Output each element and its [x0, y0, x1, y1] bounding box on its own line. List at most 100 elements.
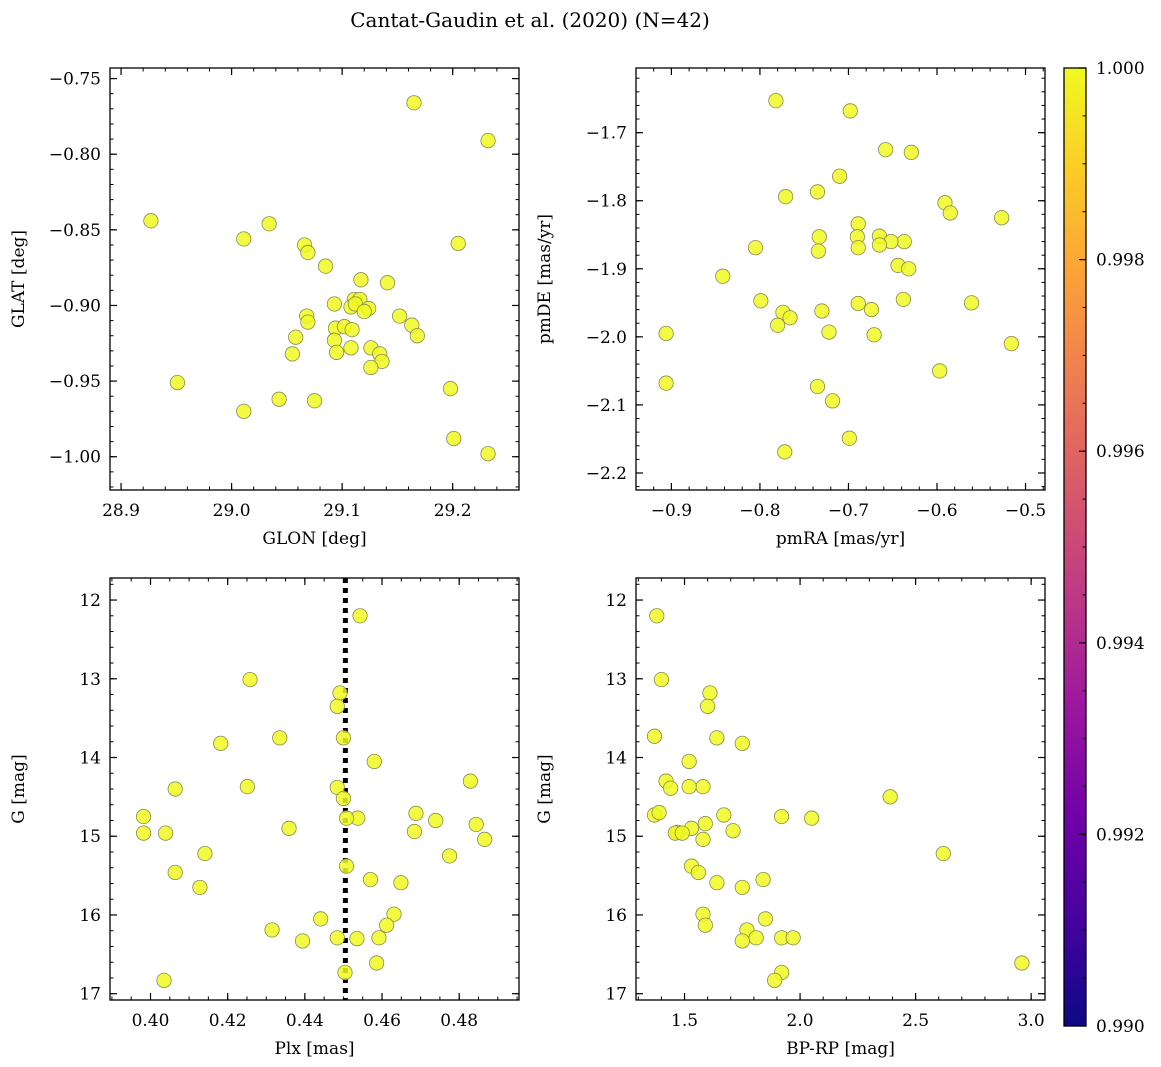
data-point: [932, 363, 948, 379]
ticks: [635, 68, 1045, 490]
y-tick-label: 12: [605, 591, 627, 611]
x-tick-label: 28.9: [102, 501, 140, 521]
x-tick-label: 29.0: [213, 501, 251, 521]
data-point: [294, 933, 311, 949]
y-tick-label: 16: [605, 906, 627, 926]
data-point: [135, 808, 152, 825]
data-point: [271, 391, 287, 407]
figure-title: Cantat-Gaudin et al. (2020) (N=42): [350, 8, 710, 32]
data-point: [446, 430, 462, 447]
data-point: [777, 444, 793, 460]
data-point: [379, 275, 396, 291]
colorbar-gradient: [1064, 68, 1086, 1026]
plot-grid: 28.9 29.0 29.1 29.2 −1.00 −0.95 −0.90 −0.85 −0.8…: [9, 67, 1046, 1059]
data-point: [651, 805, 667, 821]
y-tick-label: 17: [79, 985, 101, 1005]
data-point: [329, 698, 345, 714]
x-tick-label: 29.2: [434, 501, 472, 521]
colorbar-tick-label: 0.998: [1096, 251, 1145, 271]
data-point: [313, 911, 329, 927]
data-point: [213, 735, 229, 751]
data-point: [338, 858, 355, 874]
data-point: [272, 730, 288, 746]
data-point: [343, 340, 359, 356]
data-point: [371, 930, 387, 946]
data-point: [734, 933, 750, 949]
data-point: [810, 243, 826, 259]
data-point: [903, 144, 919, 160]
data-point: [697, 917, 713, 933]
data-point: [393, 875, 409, 891]
x-tick-label: −0.9: [651, 501, 692, 521]
x-tick-label: 2.0: [787, 1011, 814, 1031]
data-point: [239, 779, 255, 795]
data-point: [480, 446, 496, 462]
data-point: [767, 972, 783, 988]
x-axis-label: GLON [deg]: [262, 529, 366, 549]
plot-area: [143, 95, 496, 462]
data-point: [716, 807, 732, 823]
data-point: [850, 240, 866, 256]
data-point: [468, 816, 484, 833]
y-tick-label: 12: [79, 591, 101, 611]
y-tick-label: −2.0: [586, 328, 627, 348]
x-tick-label: 0.46: [363, 1011, 401, 1031]
data-point: [344, 322, 360, 338]
data-point: [1014, 955, 1030, 971]
data-point: [450, 235, 466, 252]
data-point: [709, 730, 725, 746]
data-point: [441, 848, 458, 864]
y-axis-label: G [mag]: [535, 754, 555, 823]
data-point: [895, 291, 911, 308]
y-tick-label: 14: [79, 749, 101, 769]
data-point: [842, 103, 858, 119]
data-point: [850, 295, 866, 312]
data-point: [963, 295, 980, 311]
x-tick-label: 1.5: [671, 1011, 698, 1031]
data-point: [356, 303, 372, 320]
data-point: [197, 845, 213, 862]
data-point: [757, 911, 774, 927]
data-point: [477, 831, 493, 847]
data-point: [362, 871, 379, 888]
x-axis-label: Plx [mas]: [274, 1039, 354, 1059]
data-point: [863, 302, 880, 318]
data-point: [406, 823, 423, 840]
y-tick-label: 15: [605, 827, 627, 847]
y-tick-label: 15: [79, 827, 101, 847]
data-point: [317, 258, 334, 274]
data-point: [335, 790, 352, 807]
data-point: [850, 216, 866, 232]
data-point: [326, 296, 342, 312]
x-axis-label: BP-RP [mag]: [786, 1039, 895, 1059]
data-point: [349, 930, 365, 947]
data-point: [261, 216, 277, 232]
data-point: [408, 805, 424, 822]
data-point: [753, 293, 769, 309]
y-tick-label: 13: [79, 670, 101, 690]
y-tick-label: −0.90: [49, 296, 101, 316]
y-axis-label: pmDE [mas/yr]: [535, 214, 555, 344]
data-point: [702, 685, 718, 701]
data-point: [695, 831, 711, 847]
data-point: [785, 930, 801, 946]
data-point: [681, 753, 697, 770]
x-tick-label: 0.44: [286, 1011, 324, 1031]
data-point: [236, 403, 252, 419]
data-point: [653, 671, 670, 688]
data-point: [768, 93, 784, 109]
data-point: [135, 825, 152, 841]
data-point: [697, 816, 713, 832]
data-point: [809, 378, 826, 395]
ticks: [110, 578, 519, 1000]
data-point: [778, 189, 794, 205]
data-point: [811, 229, 827, 245]
x-tick-label: 3.0: [1018, 1011, 1045, 1031]
data-point: [143, 213, 159, 229]
x-tick-label: 0.48: [440, 1011, 478, 1031]
data-point: [755, 871, 771, 888]
y-tick-label: −0.95: [49, 372, 101, 392]
data-point: [386, 906, 402, 922]
axes-frame: [635, 577, 1046, 1001]
data-point: [773, 808, 790, 825]
